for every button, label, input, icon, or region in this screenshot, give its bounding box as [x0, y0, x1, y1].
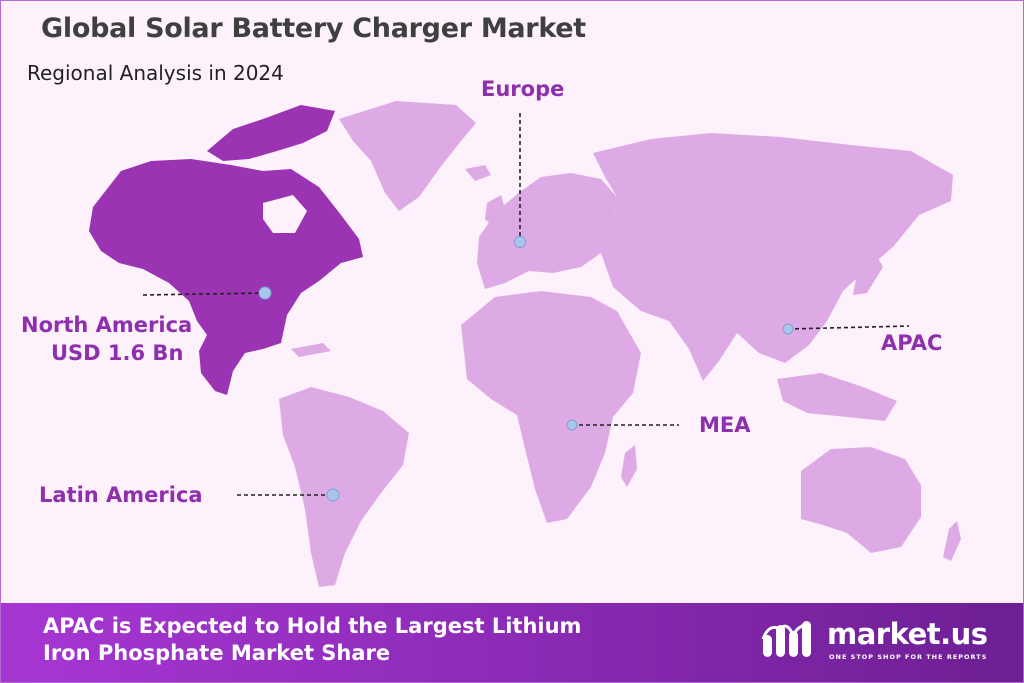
apac-leader-line — [787, 325, 910, 330]
africa-shape — [461, 291, 641, 523]
apac-marker — [782, 323, 794, 335]
north-america-value: USD 1.6 Bn — [51, 341, 184, 365]
footer-line-2: Iron Phosphate Market Share — [43, 641, 391, 665]
latin-america-marker — [326, 488, 340, 502]
southeast-asia-shape — [777, 373, 897, 421]
new-zealand-shape — [943, 521, 961, 561]
british-isles-shape — [485, 195, 507, 229]
north-america-marker — [258, 286, 272, 300]
iceland-shape — [465, 165, 491, 181]
apac-label: APAC — [881, 331, 943, 355]
europe-shape — [477, 173, 617, 289]
latin-america-label: Latin America — [39, 483, 203, 507]
footer-line-1: APAC is Expected to Hold the Largest Lit… — [43, 614, 582, 638]
mea-marker — [566, 419, 578, 431]
brand-name: market.us — [827, 617, 988, 651]
brand-tagline: ONE STOP SHOP FOR THE REPORTS — [829, 653, 988, 661]
world-map — [89, 101, 961, 587]
south-america-shape — [279, 387, 409, 587]
footer-banner: APAC is Expected to Hold the Largest Lit… — [1, 603, 1023, 682]
europe-label: Europe — [481, 77, 565, 101]
brand-logo: market.us ONE STOP SHOP FOR THE REPORTS — [759, 617, 999, 667]
page-title: Global Solar Battery Charger Market — [41, 13, 586, 44]
north-america-label: North America — [21, 313, 193, 337]
market-us-logo-icon — [761, 621, 811, 657]
japan-shape — [853, 249, 883, 295]
madagascar-shape — [621, 445, 637, 487]
mea-label: MEA — [699, 413, 751, 437]
caribbean-shape — [291, 343, 331, 357]
arctic-islands-shape — [207, 105, 335, 161]
europe-marker — [514, 236, 526, 248]
north-america-leader-line — [142, 292, 266, 296]
greenland-shape — [339, 101, 476, 211]
footer-message: APAC is Expected to Hold the Largest Lit… — [43, 613, 581, 667]
australia-shape — [801, 447, 921, 553]
hudson-bay-shape — [263, 195, 307, 233]
page-subtitle: Regional Analysis in 2024 — [27, 61, 284, 85]
asia-shape — [593, 133, 953, 381]
